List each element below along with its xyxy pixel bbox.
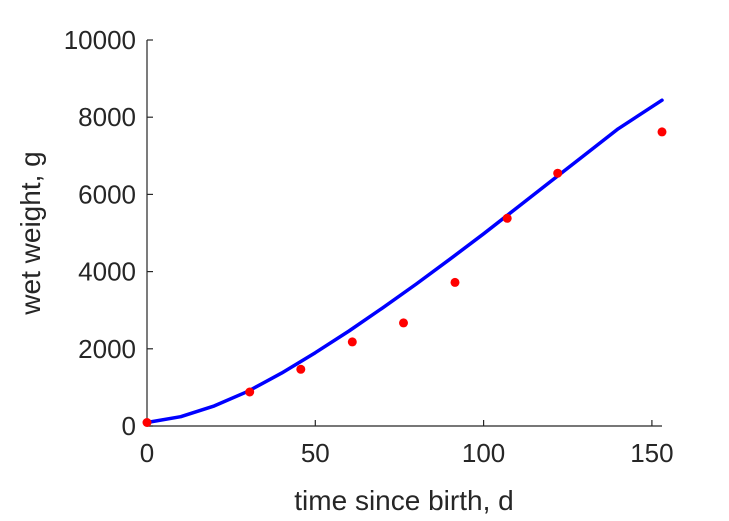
plot-area [142, 98, 667, 427]
x-axis-label: time since birth, d [294, 485, 513, 516]
x-tick-label: 150 [630, 438, 673, 468]
y-tick-label: 4000 [78, 257, 136, 287]
y-tick-label: 2000 [78, 334, 136, 364]
y-tick-label: 6000 [78, 179, 136, 209]
data-point [450, 277, 460, 287]
data-point [245, 387, 255, 397]
data-point [502, 213, 512, 223]
x-tick-label: 0 [140, 438, 154, 468]
fit-line [145, 98, 664, 425]
data-point [399, 318, 408, 328]
y-tick-label: 10000 [64, 25, 136, 55]
data-point [142, 418, 152, 427]
x-tick-label: 100 [462, 438, 505, 468]
data-point [553, 168, 563, 178]
data-point [657, 127, 667, 137]
y-tick-label: 0 [122, 411, 136, 441]
axes: 0 50 100 150 0 2000 4000 6000 8000 10000 [64, 25, 674, 468]
y-tick-label: 8000 [78, 102, 136, 132]
data-point [296, 364, 306, 374]
data-point [347, 337, 357, 347]
x-tick-label: 50 [301, 438, 330, 468]
y-axis-label: wet weight, g [15, 151, 46, 315]
